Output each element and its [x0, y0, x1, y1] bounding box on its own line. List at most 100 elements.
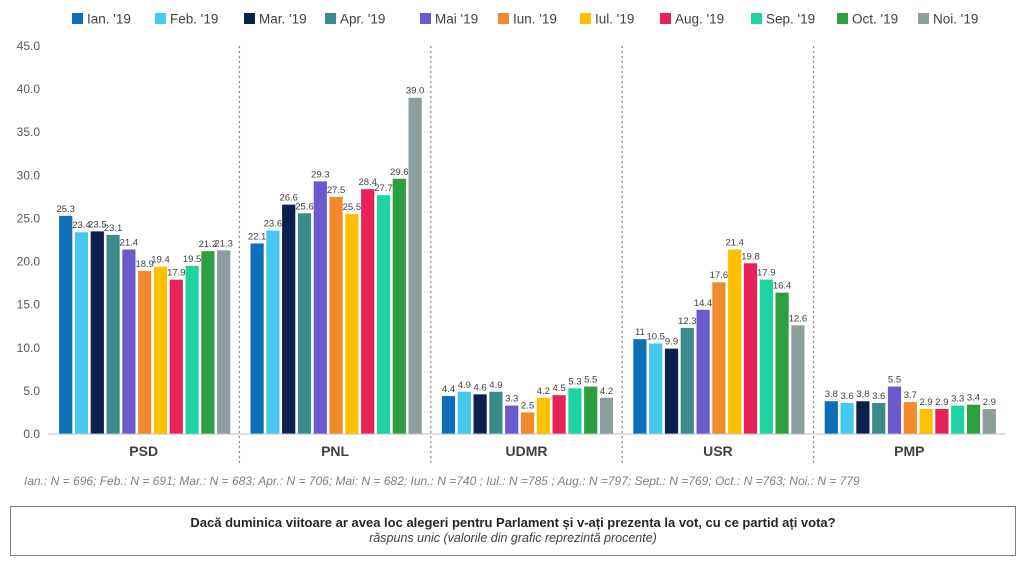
bar — [408, 97, 422, 434]
bar — [217, 250, 231, 434]
bar — [169, 279, 183, 434]
bar — [250, 243, 264, 434]
data-label: 10.5 — [646, 331, 665, 342]
data-label: 4.9 — [458, 380, 471, 391]
legend-label: Feb. '19 — [170, 12, 218, 27]
data-label: 25.3 — [56, 204, 75, 215]
legend-swatch — [751, 13, 762, 24]
bar — [489, 391, 503, 434]
data-label: 23.1 — [104, 223, 123, 234]
bar — [392, 178, 406, 434]
data-label: 3.3 — [505, 394, 518, 405]
data-label: 17.9 — [167, 268, 186, 279]
bar — [696, 309, 710, 434]
bar — [872, 402, 886, 434]
bar — [74, 232, 89, 434]
legend-swatch — [580, 13, 591, 24]
survey-question-subtitle: răspuns unic (valorile din grafic reprez… — [369, 531, 657, 545]
data-label: 3.8 — [856, 389, 869, 400]
legend-label: Ian. '19 — [87, 12, 131, 27]
y-tick-label: 25.0 — [17, 211, 41, 225]
data-label: 25.6 — [295, 201, 314, 212]
data-label: 16.4 — [773, 281, 792, 292]
bar — [935, 408, 949, 434]
bar — [473, 394, 487, 434]
bar — [664, 348, 679, 434]
data-label: 25.5 — [343, 202, 362, 213]
data-label: 3.7 — [904, 390, 917, 401]
bar — [266, 230, 280, 434]
data-label: 29.6 — [390, 167, 409, 178]
bar — [441, 396, 456, 434]
data-label: 26.6 — [279, 193, 298, 204]
legend-label: Mai '19 — [435, 12, 478, 27]
category-separators — [238, 46, 815, 466]
legend-swatch — [498, 13, 509, 24]
bar — [282, 204, 296, 434]
data-label: 4.2 — [537, 386, 550, 397]
data-label: 19.5 — [183, 254, 202, 265]
data-label: 4.2 — [600, 386, 613, 397]
question-box: Dacă duminica viitoare ar avea loc alege… — [10, 506, 1016, 556]
y-tick-label: 45.0 — [17, 39, 41, 53]
bar — [633, 339, 647, 434]
chart-legend: Ian. '19 Feb. '19 Mar. '19 Apr. '19 Mai '19 I… — [72, 12, 978, 27]
y-tick-label: 40.0 — [17, 82, 41, 96]
legend-label: Sep. '19 — [766, 12, 815, 27]
category-label: PNL — [321, 443, 349, 459]
data-label: 3.4 — [967, 393, 980, 404]
bar — [824, 401, 838, 434]
data-label: 4.4 — [442, 384, 455, 395]
bar-chart: Ian. '19 Feb. '19 Mar. '19 Apr. '19 Mai '19 I… — [17, 12, 1005, 466]
data-label: 4.6 — [473, 382, 486, 393]
bar — [90, 231, 104, 434]
category-label: PMP — [894, 443, 924, 459]
bar — [951, 405, 965, 434]
x-axis: PSD PNL UDMR USR PMP — [48, 433, 1005, 459]
bar — [775, 292, 789, 434]
data-label: 17.6 — [710, 270, 729, 281]
bar — [153, 266, 168, 434]
bar — [856, 401, 870, 434]
bar — [982, 408, 996, 434]
data-label: 5.5 — [584, 375, 597, 386]
legend-label: Iul. '19 — [595, 12, 634, 27]
legend-swatch — [325, 13, 336, 24]
bar — [649, 343, 663, 434]
legend-label: Mar. '19 — [259, 12, 307, 27]
bar — [568, 388, 582, 434]
bar — [966, 404, 981, 434]
data-label: 3.3 — [951, 394, 964, 405]
y-tick-label: 5.0 — [23, 384, 40, 398]
data-label: 2.9 — [919, 397, 932, 408]
legend-swatch — [837, 13, 848, 24]
bar — [887, 386, 902, 434]
bar — [505, 405, 519, 434]
data-label: 5.5 — [888, 375, 901, 386]
bar — [728, 249, 742, 434]
bar — [840, 402, 854, 434]
data-label: 17.9 — [757, 268, 776, 279]
data-label: 21.3 — [214, 238, 233, 249]
bar — [201, 251, 215, 434]
data-label: 4.5 — [552, 383, 565, 394]
legend-label: Iun. '19 — [513, 12, 557, 27]
data-label: 9.9 — [665, 337, 678, 348]
legend-swatch — [918, 13, 929, 24]
legend-label: Aug. '19 — [675, 12, 724, 27]
data-label: 4.9 — [489, 380, 502, 391]
data-label: 29.3 — [311, 169, 330, 180]
data-label: 27.7 — [374, 183, 393, 194]
data-label: 12.6 — [789, 313, 808, 324]
survey-question: Dacă duminica viitoare ar avea loc alege… — [190, 515, 836, 530]
bar — [520, 412, 535, 434]
bar — [536, 397, 550, 434]
bar — [712, 282, 726, 434]
y-tick-label: 20.0 — [17, 255, 41, 269]
y-axis: 0.0 5.0 10.0 15.0 20.0 25.0 30.0 35.0 40.0 45.0 — [17, 39, 41, 441]
data-label: 21.2 — [199, 239, 218, 250]
sample-size-note: Ian.: N = 696; Feb.: N = 691; Mar.: N = … — [24, 474, 860, 488]
bar — [313, 181, 327, 434]
category-label: UDMR — [506, 443, 548, 459]
legend-label: Apr. '19 — [340, 12, 385, 27]
